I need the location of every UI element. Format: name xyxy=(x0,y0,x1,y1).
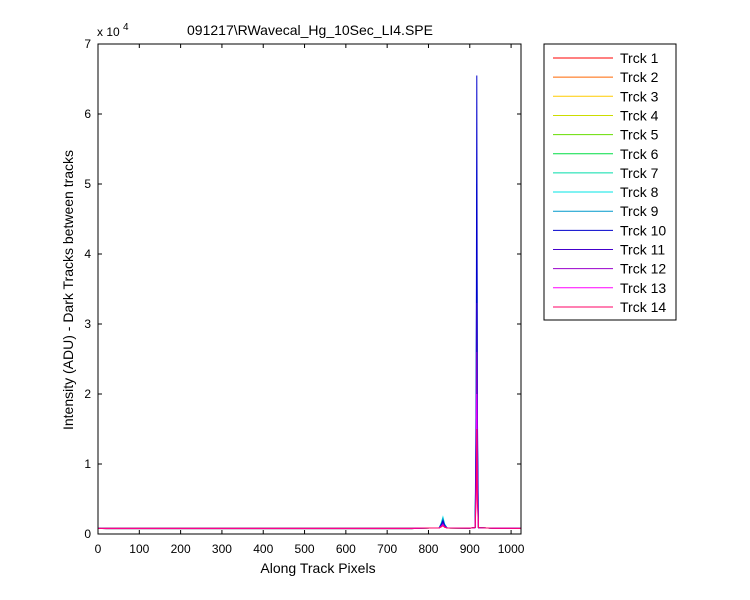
plot-background xyxy=(98,44,521,534)
y-exponent: x 10 4 xyxy=(97,22,129,39)
y-axis: 0 1 2 3 4 5 6 7 xyxy=(84,37,521,541)
legend-label: Trck 14 xyxy=(620,299,666,315)
x-tick-label: 700 xyxy=(377,542,397,556)
x-axis-label: Along Track Pixels xyxy=(260,560,375,576)
chart-title: 091217\RWavecal_Hg_10Sec_LI4.SPE xyxy=(187,22,433,38)
legend-label: Trck 9 xyxy=(620,203,659,219)
x-tick-label: 900 xyxy=(460,542,480,556)
series-group xyxy=(97,75,522,530)
y-tick-label: 4 xyxy=(84,247,91,261)
y-tick-label: 2 xyxy=(84,387,91,401)
x-tick-label: 500 xyxy=(295,542,315,556)
legend-label: Trck 4 xyxy=(620,107,659,123)
legend-label: Trck 6 xyxy=(620,146,659,162)
legend-label: Trck 2 xyxy=(620,69,659,85)
legend-label: Trck 11 xyxy=(620,242,665,258)
legend-label: Trck 12 xyxy=(620,261,666,277)
x-tick-label: 600 xyxy=(336,542,356,556)
x-tick-label: 300 xyxy=(212,542,232,556)
legend-label: Trck 7 xyxy=(620,165,659,181)
legend-items: Trck 1 Trck 2 Trck 3 Trck 4 Trck 5 Trck 6 Trck… xyxy=(553,50,666,315)
legend-box xyxy=(543,43,677,321)
legend-label: Trck 10 xyxy=(620,222,666,238)
y-tick-label: 5 xyxy=(84,177,91,191)
series-line xyxy=(97,428,522,529)
x-tick-label: 200 xyxy=(171,542,191,556)
x-tick-label: 800 xyxy=(418,542,438,556)
y-tick-label: 1 xyxy=(84,457,91,471)
y-exponent-base: x 10 xyxy=(97,25,120,39)
legend-label: Trck 13 xyxy=(620,280,666,296)
legend-label: Trck 8 xyxy=(620,184,659,200)
y-tick-label: 6 xyxy=(84,107,91,121)
x-tick-label: 0 xyxy=(95,542,102,556)
legend-label: Trck 1 xyxy=(620,50,659,66)
y-tick-label: 0 xyxy=(84,527,91,541)
y-exponent-power: 4 xyxy=(123,22,129,33)
legend-label: Trck 5 xyxy=(620,127,659,143)
x-axis: 0 100 200 300 400 500 600 700 800 900 1000 xyxy=(95,44,525,556)
legend: Trck 1 Trck 2 Trck 3 Trck 4 Trck 5 Trck 6 Trck… xyxy=(543,43,677,321)
legend-label: Trck 3 xyxy=(620,88,659,104)
plot-frame xyxy=(97,43,522,535)
y-tick-label: 3 xyxy=(84,317,91,331)
y-axis-label: Intensity (ADU) - Dark Tracks between tr… xyxy=(60,150,76,430)
x-tick-label: 400 xyxy=(253,542,273,556)
y-tick-label: 7 xyxy=(84,37,91,51)
x-tick-label: 100 xyxy=(129,542,149,556)
x-tick-label: 1000 xyxy=(498,542,525,556)
plot-area xyxy=(97,43,522,535)
